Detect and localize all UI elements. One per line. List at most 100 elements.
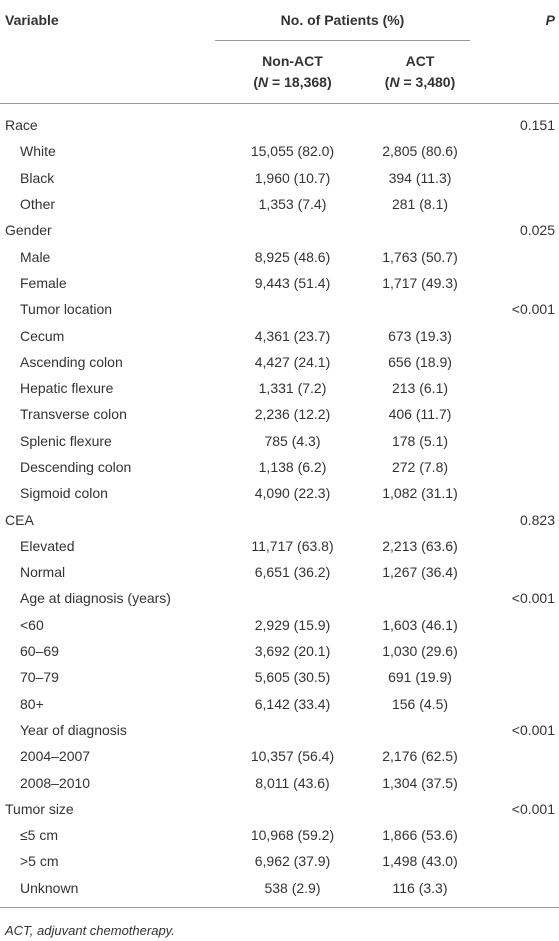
table: Variable No. of Patients (%) P Non-ACT (N… xyxy=(0,0,559,908)
table-cell: 406 (11.7) xyxy=(388,406,452,423)
table-cell: 4,427 (24.1) xyxy=(254,353,331,370)
table-cell: Hepatic flexure xyxy=(20,380,114,397)
table-row: <60 2,929 (15.9) 1,603 (46.1) xyxy=(0,612,559,638)
table-cell: 15,055 (82.0) xyxy=(250,143,335,160)
header-text: P xyxy=(545,12,556,29)
table-cell: <60 xyxy=(20,616,44,633)
header-text: ACT xyxy=(405,53,435,69)
table-cell: Gender xyxy=(5,222,52,239)
table-cell: Unknown xyxy=(20,879,79,896)
table-cell: Tumor size xyxy=(5,800,74,817)
table-cell: 691 (19.9) xyxy=(388,669,452,686)
table-cell xyxy=(370,796,470,822)
header-cell: P xyxy=(470,0,559,41)
table-row: 2004–2007 10,357 (56.4) 2,176 (62.5) xyxy=(0,743,559,769)
table-cell xyxy=(370,717,470,743)
table-row: Splenic flexure 785 (4.3) 178 (5.1) xyxy=(0,428,559,454)
table-cell: 1,960 (10.7) xyxy=(254,169,331,186)
table-row: Transverse colon 2,236 (12.2) 406 (11.7) xyxy=(0,401,559,427)
header-text: = 3,480) xyxy=(399,74,456,90)
table-cell: 80+ xyxy=(20,695,44,712)
table-header: Variable No. of Patients (%) P Non-ACT (N… xyxy=(0,0,559,104)
table-cell xyxy=(470,638,559,664)
table-cell: Descending colon xyxy=(20,459,132,475)
table-cell: 1,304 (37.5) xyxy=(382,774,458,791)
table-cell: ≤5 cm xyxy=(20,827,59,844)
header-text: N xyxy=(389,74,400,90)
table-row: Male 8,925 (48.6) 1,763 (50.7) xyxy=(0,243,559,269)
table-cell: 4,361 (23.7) xyxy=(254,327,331,344)
table-cell xyxy=(470,691,559,717)
table-row: Other 1,353 (7.4) 281 (8.1) xyxy=(0,191,559,217)
table-cell xyxy=(470,349,559,375)
table-cell: 0.151 xyxy=(519,117,556,134)
footnote: ACT, adjuvant chemotherapy. xyxy=(5,922,175,938)
table-row: Female 9,443 (51.4) 1,717 (49.3) xyxy=(0,270,559,296)
table-cell: <0.001 xyxy=(511,800,556,817)
table-cell: 1,138 (6.2) xyxy=(258,459,327,475)
table-cell: 1,030 (29.6) xyxy=(382,643,458,660)
table-cell: 4,090 (22.3) xyxy=(254,485,331,502)
table-row: Cecum 4,361 (23.7) 673 (19.3) xyxy=(0,322,559,348)
table-cell: Female xyxy=(20,274,67,291)
table-cell: 6,651 (36.2) xyxy=(254,564,331,581)
table-row: Descending colon 1,138 (6.2) 272 (7.8) xyxy=(0,454,559,480)
table-row: CEA 0.823 xyxy=(0,506,559,532)
table-cell: <0.001 xyxy=(511,301,556,318)
header-cell: Non-ACT (N = 18,368) xyxy=(215,41,370,104)
table-cell xyxy=(470,454,559,480)
table-cell xyxy=(470,480,559,506)
table-cell: 785 (4.3) xyxy=(264,432,321,449)
table-cell xyxy=(215,585,370,611)
table-cell xyxy=(215,217,370,243)
table-cell: Black xyxy=(20,169,55,186)
table-cell: 1,331 (7.2) xyxy=(258,380,327,397)
table-cell xyxy=(470,822,559,848)
table-cell xyxy=(470,375,559,401)
table-cell xyxy=(370,296,470,322)
table-cell xyxy=(470,664,559,690)
table-cell xyxy=(215,717,370,743)
table-cell: 116 (3.3) xyxy=(392,879,448,896)
table-cell: Sigmoid colon xyxy=(20,485,108,502)
table-row: >5 cm 6,962 (37.9) 1,498 (43.0) xyxy=(0,848,559,874)
table-cell: 1,498 (43.0) xyxy=(382,853,458,870)
table-cell: 10,968 (59.2) xyxy=(250,827,335,844)
table-row: Tumor location <0.001 xyxy=(0,296,559,322)
table-cell xyxy=(470,848,559,874)
table-cell: Transverse colon xyxy=(20,406,127,423)
table-cell xyxy=(470,769,559,795)
table-cell: 60–69 xyxy=(20,643,59,660)
table-cell: 178 (5.1) xyxy=(391,432,449,449)
table-row: 70–79 5,605 (30.5) 691 (19.9) xyxy=(0,664,559,690)
table-cell xyxy=(470,743,559,769)
table-cell: 10,357 (56.4) xyxy=(250,748,335,765)
table-cell: 2,213 (63.6) xyxy=(382,537,458,554)
header-text: Non-ACT xyxy=(262,53,323,69)
table-cell xyxy=(215,104,370,139)
table-cell: 3,692 (20.1) xyxy=(254,643,331,660)
table-cell: 1,082 (31.1) xyxy=(382,485,458,502)
table-cell xyxy=(470,270,559,296)
table-cell: 8,925 (48.6) xyxy=(254,248,331,265)
table-cell xyxy=(370,585,470,611)
table-cell xyxy=(470,401,559,427)
table-cell: 2008–2010 xyxy=(20,774,91,791)
table-row: Tumor size <0.001 xyxy=(0,796,559,822)
table-cell: 6,142 (33.4) xyxy=(254,695,331,712)
table-row: Year of diagnosis <0.001 xyxy=(0,717,559,743)
table-cell: Male xyxy=(20,248,51,265)
table-cell xyxy=(215,296,370,322)
table-row: 2008–2010 8,011 (43.6) 1,304 (37.5) xyxy=(0,769,559,795)
table-row: Normal 6,651 (36.2) 1,267 (36.4) xyxy=(0,559,559,585)
table-cell: Elevated xyxy=(20,537,75,554)
table-cell: <0.001 xyxy=(511,590,556,607)
table-cell: Age at diagnosis (years) xyxy=(20,590,171,607)
header-text: = 18,368) xyxy=(268,74,332,90)
table-cell: 9,443 (51.4) xyxy=(254,274,331,291)
table-cell: 2,805 (80.6) xyxy=(382,143,458,160)
table-row: Hepatic flexure 1,331 (7.2) 213 (6.1) xyxy=(0,375,559,401)
table-cell: 1,603 (46.1) xyxy=(382,616,458,633)
header-cell: ACT (N = 3,480) xyxy=(370,41,470,104)
